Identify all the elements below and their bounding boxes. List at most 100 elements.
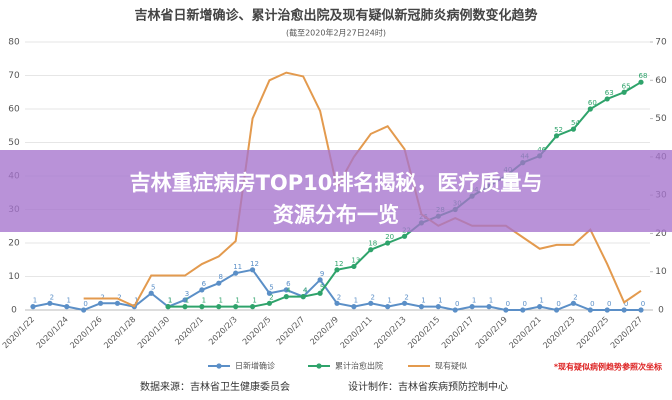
- x-tick-label: 2020/2/17: [440, 315, 475, 350]
- x-tick-label: 2020/1/24: [35, 315, 70, 350]
- data-label: 0: [607, 300, 611, 308]
- data-label: 1: [252, 297, 256, 305]
- x-tick-label: 2020/1/30: [136, 315, 171, 350]
- data-label: 20: [385, 233, 394, 241]
- point: [401, 233, 408, 239]
- data-label: 2: [100, 293, 104, 301]
- point: [199, 304, 205, 310]
- y-tick-label: 20: [8, 239, 20, 249]
- point: [520, 307, 526, 313]
- legend-label: 累计治愈出院: [335, 361, 383, 371]
- data-label: 11: [233, 263, 242, 271]
- point: [165, 304, 171, 310]
- data-label: 1: [235, 297, 239, 305]
- point: [351, 263, 357, 270]
- data-label: 5: [151, 283, 155, 291]
- point: [249, 267, 256, 273]
- point: [182, 297, 188, 303]
- data-label: 2: [269, 293, 273, 301]
- x-tick-label: 2020/2/23: [541, 315, 576, 350]
- data-label: 2: [337, 293, 341, 301]
- y-tick-label: 70: [8, 71, 20, 81]
- data-label: 2: [573, 293, 577, 301]
- point: [604, 307, 610, 313]
- point: [233, 270, 239, 276]
- point: [114, 300, 121, 306]
- x-tick-label: 2020/1/22: [1, 315, 36, 350]
- banner-line: 资源分布一览: [273, 203, 399, 227]
- point: [97, 300, 104, 306]
- point: [148, 290, 154, 296]
- y-tick-label: 10: [8, 272, 20, 282]
- point: [587, 106, 593, 112]
- y-tick-label: 80: [8, 38, 20, 48]
- point: [469, 304, 475, 310]
- data-label: 1: [539, 297, 543, 305]
- point: [621, 89, 627, 95]
- point: [503, 307, 509, 313]
- data-label: 1: [489, 297, 493, 305]
- x-tick-label: 2020/2/13: [372, 315, 407, 350]
- data-label: 1: [387, 297, 391, 305]
- data-label: 4: [303, 287, 308, 295]
- y2-tick-label: 10: [655, 267, 667, 277]
- data-label: 68: [639, 72, 648, 80]
- point: [401, 300, 408, 306]
- point: [570, 300, 577, 306]
- point: [604, 96, 610, 102]
- legend-marker: [316, 363, 322, 369]
- x-tick-label: 2020/1/28: [102, 315, 137, 350]
- data-label: 8: [219, 273, 223, 281]
- data-label: 65: [622, 82, 631, 90]
- x-tick-label: 2020/2/19: [474, 315, 509, 350]
- data-label: 0: [523, 300, 527, 308]
- data-label: 1: [67, 297, 71, 305]
- x-tick-label: 2020/2/5: [241, 315, 273, 347]
- x-tick-label: 2020/1/26: [68, 315, 103, 350]
- point: [638, 79, 644, 85]
- point: [216, 280, 222, 286]
- source: 数据来源：吉林省卫生健康委员会: [140, 380, 290, 393]
- legend-label: 现有疑似: [435, 361, 467, 371]
- point: [638, 307, 644, 313]
- x-tick-label: 2020/2/21: [507, 315, 542, 350]
- point: [553, 307, 560, 313]
- x-tick-label: 2020/2/1: [173, 315, 205, 347]
- x-tick-label: 2020/2/27: [609, 315, 644, 350]
- point: [266, 300, 273, 306]
- data-label: 2: [50, 293, 54, 301]
- y2-tick-label: 60: [655, 76, 667, 86]
- data-label: 0: [641, 300, 645, 308]
- point: [368, 247, 374, 253]
- y-tick-label: 0: [11, 306, 17, 316]
- point: [351, 304, 357, 310]
- point: [266, 290, 273, 296]
- data-label: 1: [354, 297, 358, 305]
- x-tick-label: 2020/2/11: [339, 315, 374, 350]
- y-tick-label: 50: [8, 138, 20, 148]
- data-label: 6: [202, 280, 207, 288]
- y2-tick-label: 20: [655, 229, 667, 239]
- data-label: 0: [556, 300, 560, 308]
- point: [199, 287, 205, 293]
- point: [249, 304, 256, 310]
- point: [553, 133, 560, 139]
- point: [537, 304, 543, 310]
- data-label: 1: [219, 297, 223, 305]
- point: [385, 304, 391, 310]
- data-label: 2: [117, 293, 121, 301]
- x-tick-label: 2020/2/15: [406, 315, 441, 350]
- legend-label: 日新增确诊: [235, 361, 275, 371]
- point: [368, 300, 374, 306]
- point: [283, 287, 289, 293]
- data-label: 1: [202, 297, 206, 305]
- legend-marker: [216, 363, 222, 369]
- data-label: 1: [168, 297, 172, 305]
- chart-title: 吉林省日新增确诊、累计治愈出院及现有疑似新冠肺炎病例数变化趋势: [134, 8, 537, 24]
- chart-subtitle: (截至2020年2月27日24时): [286, 28, 386, 38]
- point: [334, 300, 340, 306]
- data-label: 54: [571, 119, 580, 127]
- point: [486, 304, 492, 310]
- data-label: 46: [537, 146, 546, 154]
- data-label: 3: [185, 290, 189, 298]
